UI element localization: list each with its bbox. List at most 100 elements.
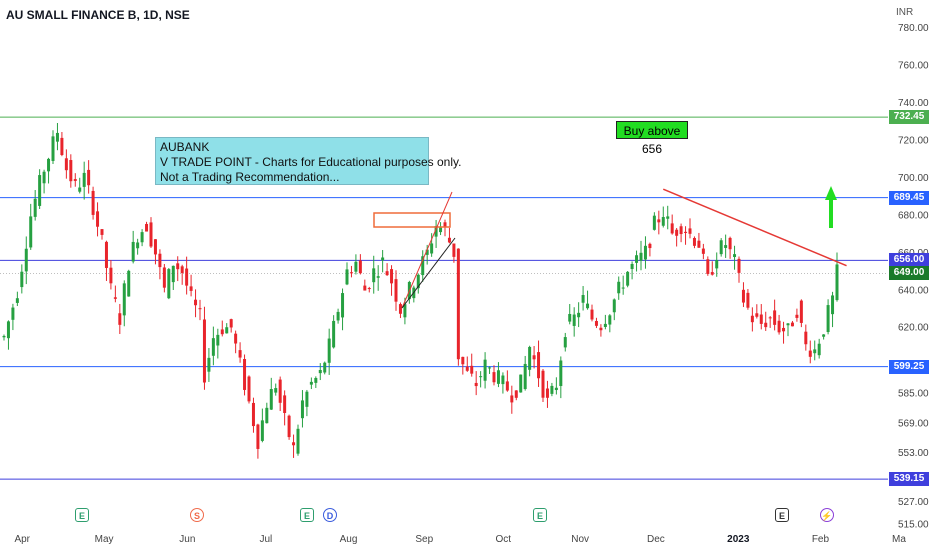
candle-body — [773, 310, 777, 325]
buy-callout[interactable]: Buy above 656 — [616, 121, 688, 156]
candle-body — [96, 211, 100, 227]
candle-body — [381, 257, 385, 261]
candle-body — [528, 346, 532, 370]
candle-body — [786, 323, 790, 326]
candle-body — [113, 297, 117, 299]
annotation-note[interactable]: AUBANK V TRADE POINT - Charts for Educat… — [155, 137, 462, 185]
candle-body — [122, 283, 126, 316]
event-marker[interactable]: E — [775, 508, 789, 522]
candle-body — [826, 305, 830, 333]
y-tick-label: 585.00 — [898, 388, 929, 399]
candle-body — [835, 264, 839, 301]
candle-body — [274, 388, 278, 393]
candle-body — [612, 299, 616, 313]
x-axis-label: Oct — [496, 534, 512, 545]
event-marker[interactable]: E — [300, 508, 314, 522]
event-marker[interactable]: E — [533, 508, 547, 522]
candle-body — [741, 289, 745, 303]
candle-body — [78, 187, 82, 192]
candle-body — [11, 307, 15, 320]
candle-body — [171, 265, 175, 283]
candle-body — [452, 243, 456, 257]
candle-body — [220, 329, 224, 335]
candle-body — [309, 381, 313, 385]
candle-body — [541, 370, 545, 398]
candle-body — [202, 319, 206, 383]
candle-body — [87, 169, 91, 186]
candle-body — [532, 355, 536, 360]
candle-body — [697, 240, 701, 248]
candle-body — [447, 237, 451, 243]
candle-body — [710, 272, 714, 275]
candle-body — [64, 158, 68, 171]
candle-body — [537, 352, 541, 379]
candle-body — [354, 261, 358, 272]
candle-body — [234, 333, 238, 344]
price-tag: 649.00 — [889, 266, 929, 281]
candle-body — [318, 370, 322, 374]
candle-body — [327, 338, 331, 363]
note-line-2: V TRADE POINT - Charts for Educational p… — [160, 155, 462, 169]
up-arrow — [825, 186, 837, 228]
candle-body — [706, 259, 710, 274]
y-tick-label: 527.00 — [898, 497, 929, 508]
candle-body — [158, 253, 162, 268]
y-tick-label: 780.00 — [898, 23, 929, 34]
price-tag: 539.15 — [889, 472, 929, 487]
y-tick-label: 720.00 — [898, 135, 929, 146]
price-tag: 656.00 — [889, 253, 929, 268]
candle-body — [639, 252, 643, 261]
candle-body — [648, 243, 652, 249]
candle-body — [189, 286, 193, 291]
candle-body — [238, 350, 242, 358]
event-marker[interactable]: S — [190, 508, 204, 522]
candle-body — [519, 374, 523, 393]
candle-body — [207, 357, 211, 372]
wedge-line — [401, 237, 456, 309]
candle-body — [394, 279, 398, 302]
candle-body — [456, 248, 460, 360]
candle-body — [831, 295, 835, 315]
candle-body — [403, 304, 407, 318]
candle-body — [804, 331, 808, 345]
candle-body — [24, 248, 28, 272]
event-marker[interactable]: D — [323, 508, 337, 522]
candle-body — [314, 377, 318, 383]
wedge-line — [401, 191, 453, 309]
candle-body — [109, 267, 113, 284]
currency-label: INR — [896, 7, 914, 18]
candle-body — [180, 266, 184, 274]
candle-body — [581, 295, 585, 303]
candle-body — [719, 240, 723, 255]
candle-body — [817, 343, 821, 356]
candle-body — [617, 281, 621, 294]
x-axis-label: Jul — [259, 534, 272, 545]
y-tick-label: 569.00 — [898, 418, 929, 429]
candle-body — [300, 400, 304, 419]
candle-body — [795, 314, 799, 318]
candle-body — [91, 190, 95, 215]
event-marker[interactable]: ⚡ — [820, 508, 834, 522]
candle-body — [603, 323, 607, 327]
candle-body — [568, 313, 572, 322]
candle-body — [630, 263, 634, 269]
candle-body — [296, 428, 300, 454]
y-tick-label: 515.00 — [898, 519, 929, 530]
candle-body — [470, 365, 474, 374]
event-marker[interactable]: E — [75, 508, 89, 522]
candle-body — [777, 320, 781, 333]
candle-body — [51, 136, 55, 161]
candle-body — [153, 239, 157, 255]
candle-body — [586, 303, 590, 309]
candle-body — [194, 299, 198, 306]
candle-body — [292, 442, 296, 446]
y-tick-label: 760.00 — [898, 61, 929, 72]
candle-body — [69, 160, 73, 182]
candle-body — [6, 321, 10, 339]
candle-body — [149, 222, 153, 247]
candle-body — [635, 255, 639, 263]
candle-body — [724, 245, 728, 248]
resistance-trendline — [662, 188, 847, 267]
candle-body — [670, 223, 674, 234]
